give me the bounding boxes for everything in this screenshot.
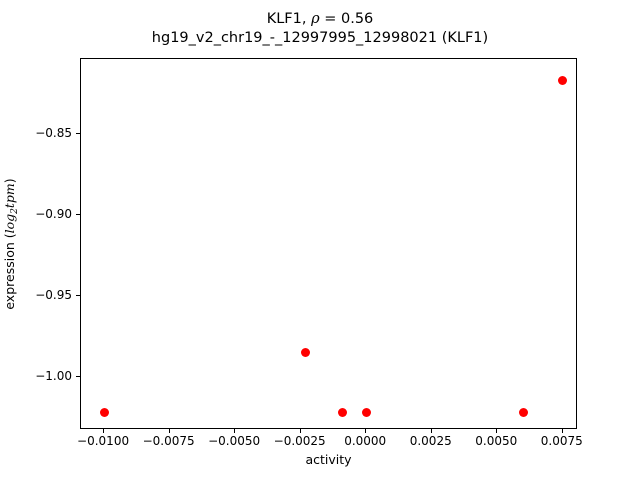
data-point	[518, 407, 528, 417]
y-tick-mark	[76, 133, 80, 135]
x-tick-mark	[234, 429, 236, 433]
y-tick-mark	[76, 214, 80, 216]
title-equals: =	[319, 11, 341, 27]
x-tick-mark	[496, 429, 498, 433]
y-label-prefix: expression (	[2, 232, 18, 310]
y-axis-label-wrapper: expression (log2tpm)	[0, 58, 22, 429]
x-tick-mark	[430, 429, 432, 433]
data-point	[338, 407, 348, 417]
x-tick-label: 0.0075	[540, 434, 583, 448]
y-tick-mark	[76, 295, 80, 297]
x-tick-mark	[299, 429, 301, 433]
chart-title-line-2: hg19_v2_chr19_-_12997995_12998021 (KLF1)	[151, 30, 489, 46]
y-label-suffix: )	[2, 177, 18, 183]
y-axis-label: expression (log2tpm)	[2, 178, 20, 309]
rho-symbol: ρ	[311, 11, 320, 27]
y-label-subscript: 2	[9, 207, 20, 214]
y-label-unit: tpm	[2, 182, 18, 208]
title-gene-name: KLF1	[266, 11, 302, 27]
x-tick-label: −0.0050	[208, 434, 261, 448]
x-tick-label: 0.0025	[409, 434, 452, 448]
axes-frame	[80, 58, 577, 429]
data-point	[361, 407, 371, 417]
y-tick-mark	[76, 376, 80, 378]
x-tick-mark	[365, 429, 367, 433]
x-axis-label: activity	[305, 452, 352, 467]
x-tick-label: 0.0000	[344, 434, 387, 448]
x-tick-label: −0.0100	[77, 434, 130, 448]
x-tick-label: −0.0075	[142, 434, 195, 448]
x-tick-mark	[103, 429, 105, 433]
x-tick-label: −0.0025	[273, 434, 326, 448]
x-tick-mark	[168, 429, 170, 433]
data-point	[99, 407, 109, 417]
x-tick-mark	[561, 429, 563, 433]
x-tick-label: 0.0050	[475, 434, 518, 448]
y-tick-label: −0.95	[35, 288, 72, 303]
data-point	[301, 348, 311, 358]
y-tick-label: −0.85	[35, 126, 72, 141]
y-tick-label: −1.00	[35, 369, 72, 384]
chart-title: KLF1, ρ = 0.56 hg19_v2_chr19_-_12997995_…	[0, 10, 640, 48]
data-point	[558, 75, 568, 85]
y-label-log: log	[2, 213, 18, 233]
chart-title-line-1: KLF1, ρ = 0.56	[0, 10, 640, 29]
rho-value: 0.56	[340, 11, 374, 27]
y-tick-label: −0.90	[35, 207, 72, 222]
plot-area	[81, 59, 576, 428]
title-separator: ,	[301, 11, 312, 27]
